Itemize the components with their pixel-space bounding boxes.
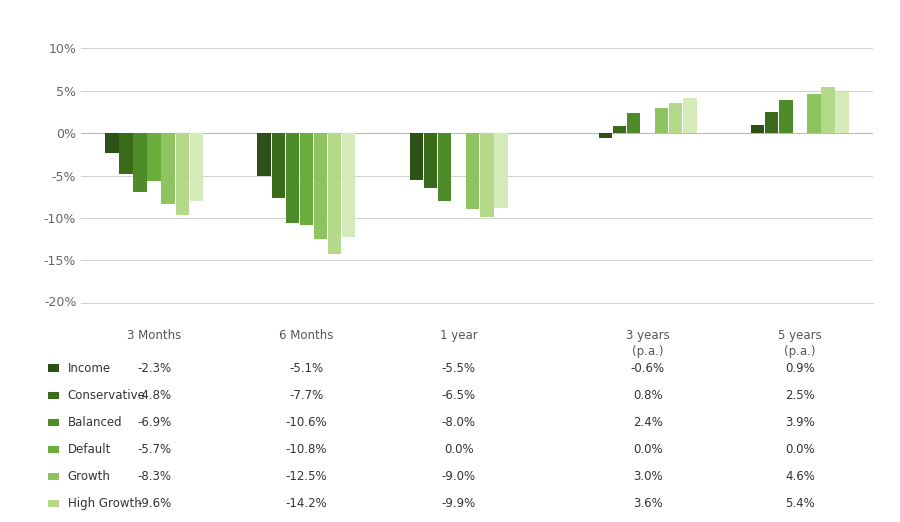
Text: -5.1%: -5.1% [290, 362, 323, 374]
Text: -0.6%: -0.6% [631, 362, 664, 374]
Text: High Growth: High Growth [68, 497, 141, 510]
Bar [190, 133, 203, 201]
Text: 0.9%: 0.9% [785, 362, 814, 374]
Bar [655, 108, 669, 133]
Text: -2.3%: -2.3% [137, 362, 171, 374]
Bar [328, 133, 341, 254]
Text: Default: Default [68, 443, 111, 456]
Text: 4.6%: 4.6% [785, 470, 814, 483]
Text: 0.0%: 0.0% [444, 443, 473, 456]
Text: 1 year: 1 year [440, 329, 478, 342]
Bar [494, 133, 508, 208]
Bar [626, 113, 640, 133]
Text: -8.0%: -8.0% [442, 416, 476, 429]
Bar [133, 133, 147, 192]
Text: 3 years
(p.a.): 3 years (p.a.) [626, 329, 670, 358]
Bar [598, 133, 612, 138]
Bar [148, 133, 161, 182]
Text: 5.4%: 5.4% [785, 497, 814, 510]
Bar [683, 98, 697, 133]
Text: -20%: -20% [44, 296, 76, 309]
Text: -6.9%: -6.9% [137, 416, 171, 429]
Text: 2.5%: 2.5% [785, 389, 814, 401]
Bar [765, 112, 778, 133]
Bar [285, 133, 299, 223]
Bar [314, 133, 328, 239]
Text: 3 Months: 3 Months [127, 329, 181, 342]
Text: 3.9%: 3.9% [785, 416, 814, 429]
Bar [669, 103, 682, 133]
Text: -5.5%: -5.5% [442, 362, 476, 374]
Text: -6.5%: -6.5% [442, 389, 476, 401]
Bar [779, 100, 793, 133]
Text: -9.9%: -9.9% [442, 497, 476, 510]
Text: -10.8%: -10.8% [285, 443, 328, 456]
Text: -7.7%: -7.7% [289, 389, 323, 401]
Text: -9.6%: -9.6% [137, 497, 171, 510]
Text: -12.5%: -12.5% [285, 470, 328, 483]
Bar [105, 133, 119, 152]
Text: 0.0%: 0.0% [633, 443, 662, 456]
Bar [176, 133, 189, 215]
Text: -10.6%: -10.6% [285, 416, 328, 429]
Text: 0.8%: 0.8% [633, 389, 662, 401]
Bar [424, 133, 437, 188]
Text: 5 years
(p.a.): 5 years (p.a.) [778, 329, 822, 358]
Bar [342, 133, 356, 236]
Bar [410, 133, 423, 180]
Bar [438, 133, 452, 201]
Text: -4.8%: -4.8% [137, 389, 171, 401]
Bar [822, 87, 834, 133]
Text: 2.4%: 2.4% [633, 416, 662, 429]
Text: Balanced: Balanced [68, 416, 122, 429]
Text: -9.0%: -9.0% [442, 470, 476, 483]
Bar [120, 133, 132, 174]
Text: 6 Months: 6 Months [279, 329, 334, 342]
Bar [300, 133, 313, 224]
Bar [161, 133, 175, 204]
Bar [835, 92, 849, 133]
Text: 3.6%: 3.6% [633, 497, 662, 510]
Bar [481, 133, 493, 217]
Text: Income: Income [68, 362, 111, 374]
Bar [272, 133, 285, 198]
Bar [613, 126, 626, 133]
Text: -8.3%: -8.3% [137, 470, 171, 483]
Bar [807, 94, 821, 133]
Text: Growth: Growth [68, 470, 111, 483]
Bar [751, 125, 764, 133]
Text: 0.0%: 0.0% [785, 443, 814, 456]
Text: -5.7%: -5.7% [137, 443, 171, 456]
Bar [257, 133, 271, 176]
Text: Conservative: Conservative [68, 389, 146, 401]
Text: 3.0%: 3.0% [633, 470, 662, 483]
Bar [466, 133, 480, 209]
Text: -14.2%: -14.2% [285, 497, 328, 510]
